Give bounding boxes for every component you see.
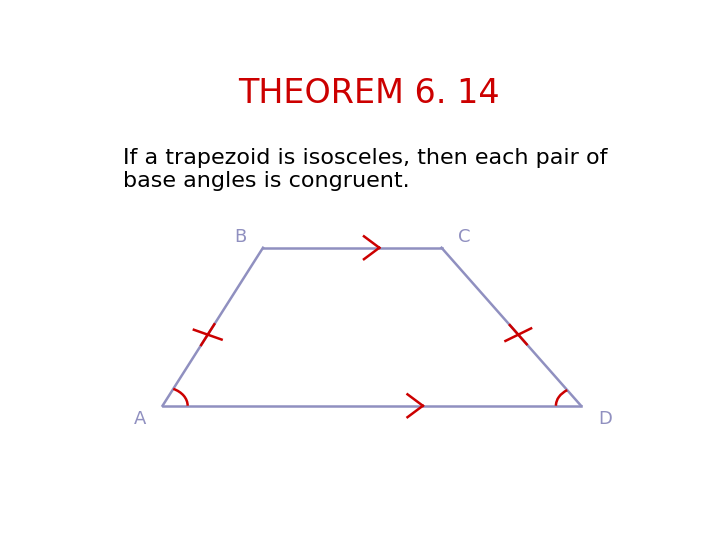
Text: C: C: [459, 228, 471, 246]
Text: B: B: [234, 228, 246, 246]
Text: A: A: [133, 410, 145, 428]
Text: D: D: [598, 410, 612, 428]
Text: If a trapezoid is isosceles, then each pair of
base angles is congruent.: If a trapezoid is isosceles, then each p…: [124, 148, 608, 191]
Text: THEOREM 6. 14: THEOREM 6. 14: [238, 77, 500, 110]
